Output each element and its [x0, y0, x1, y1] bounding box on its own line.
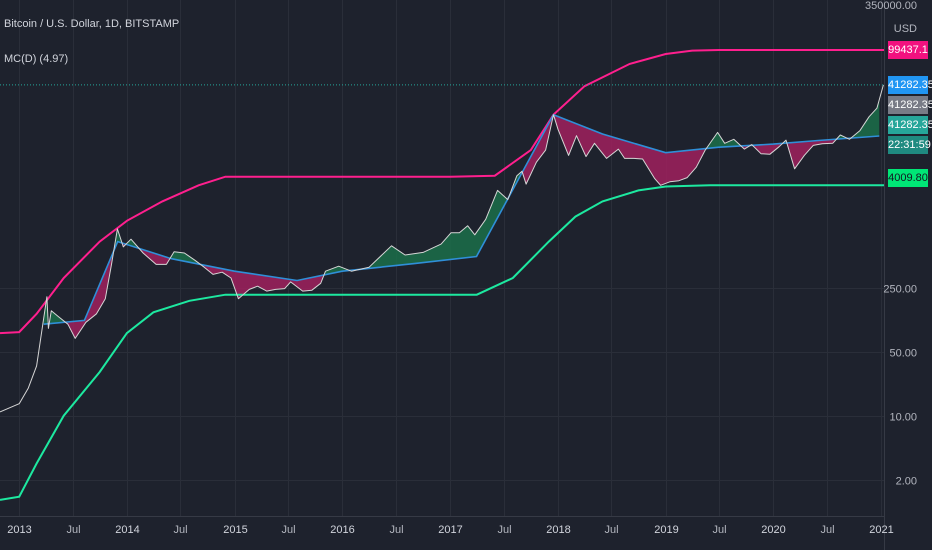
price-tag: 41282.35 [888, 115, 932, 134]
fill-below-mean [201, 264, 323, 299]
symbol-legend[interactable]: Bitcoin / U.S. Dollar, 1D, BITSTAMP [4, 18, 180, 30]
time-tick-label: 2021 [869, 524, 893, 536]
indicator-legend[interactable]: MC(D) (4.97) [4, 53, 69, 65]
price-tag: 4009.80 [888, 168, 928, 187]
fill-above-mean [43, 302, 48, 325]
time-tick-label: 2013 [7, 524, 31, 536]
price-tick-label: 50.00 [889, 348, 917, 360]
time-tick-label: Jul [173, 524, 187, 536]
time-tick-label: Jul [497, 524, 511, 536]
fill-above-mean [851, 99, 880, 138]
lower-band-line [0, 184, 884, 501]
fill-below-mean [752, 143, 782, 155]
price-tick-label: 2.00 [896, 476, 917, 488]
time-tick-label: Jul [389, 524, 403, 536]
time-tick-label: Jul [712, 524, 726, 536]
price-tag: 41282.35 [888, 75, 932, 94]
fill-above-mean [49, 311, 66, 324]
price-line [0, 84, 884, 413]
price-tick-label: 10.00 [889, 412, 917, 424]
time-tick-label: 2020 [761, 524, 785, 536]
price-tick-label: 250.00 [883, 284, 917, 296]
time-tick-label: Jul [281, 524, 295, 536]
currency-label: USD [894, 23, 917, 35]
price-series [0, 84, 884, 413]
time-tick-label: 2019 [654, 524, 678, 536]
time-tick-label: Jul [820, 524, 834, 536]
time-tick-label: 2018 [546, 524, 570, 536]
time-tick-label: 2015 [223, 524, 247, 536]
fill-below-mean [522, 115, 707, 186]
fill-above-mean [324, 266, 350, 275]
price-tag: 22:31:59 [888, 135, 931, 154]
time-tick-label: Jul [66, 524, 80, 536]
mean-line [43, 113, 880, 325]
time-tick-label: 2016 [330, 524, 354, 536]
time-tick-label: Jul [604, 524, 618, 536]
price-tag: 99437.1 [888, 40, 928, 59]
time-tick-label: 2014 [115, 524, 139, 536]
time-tick-label: 2017 [438, 524, 462, 536]
fill-above-mean [360, 190, 507, 270]
fill-below-mean [139, 248, 169, 265]
fill-above-mean [707, 133, 741, 149]
price-tag: 41282.35 [888, 95, 932, 114]
fill-above-mean [170, 251, 200, 265]
fill-below-mean [66, 253, 113, 338]
price-tick-label: 350000.00 [865, 0, 917, 12]
upper-band-line [0, 49, 884, 335]
deviation-fill [43, 99, 880, 338]
bands [0, 49, 884, 501]
